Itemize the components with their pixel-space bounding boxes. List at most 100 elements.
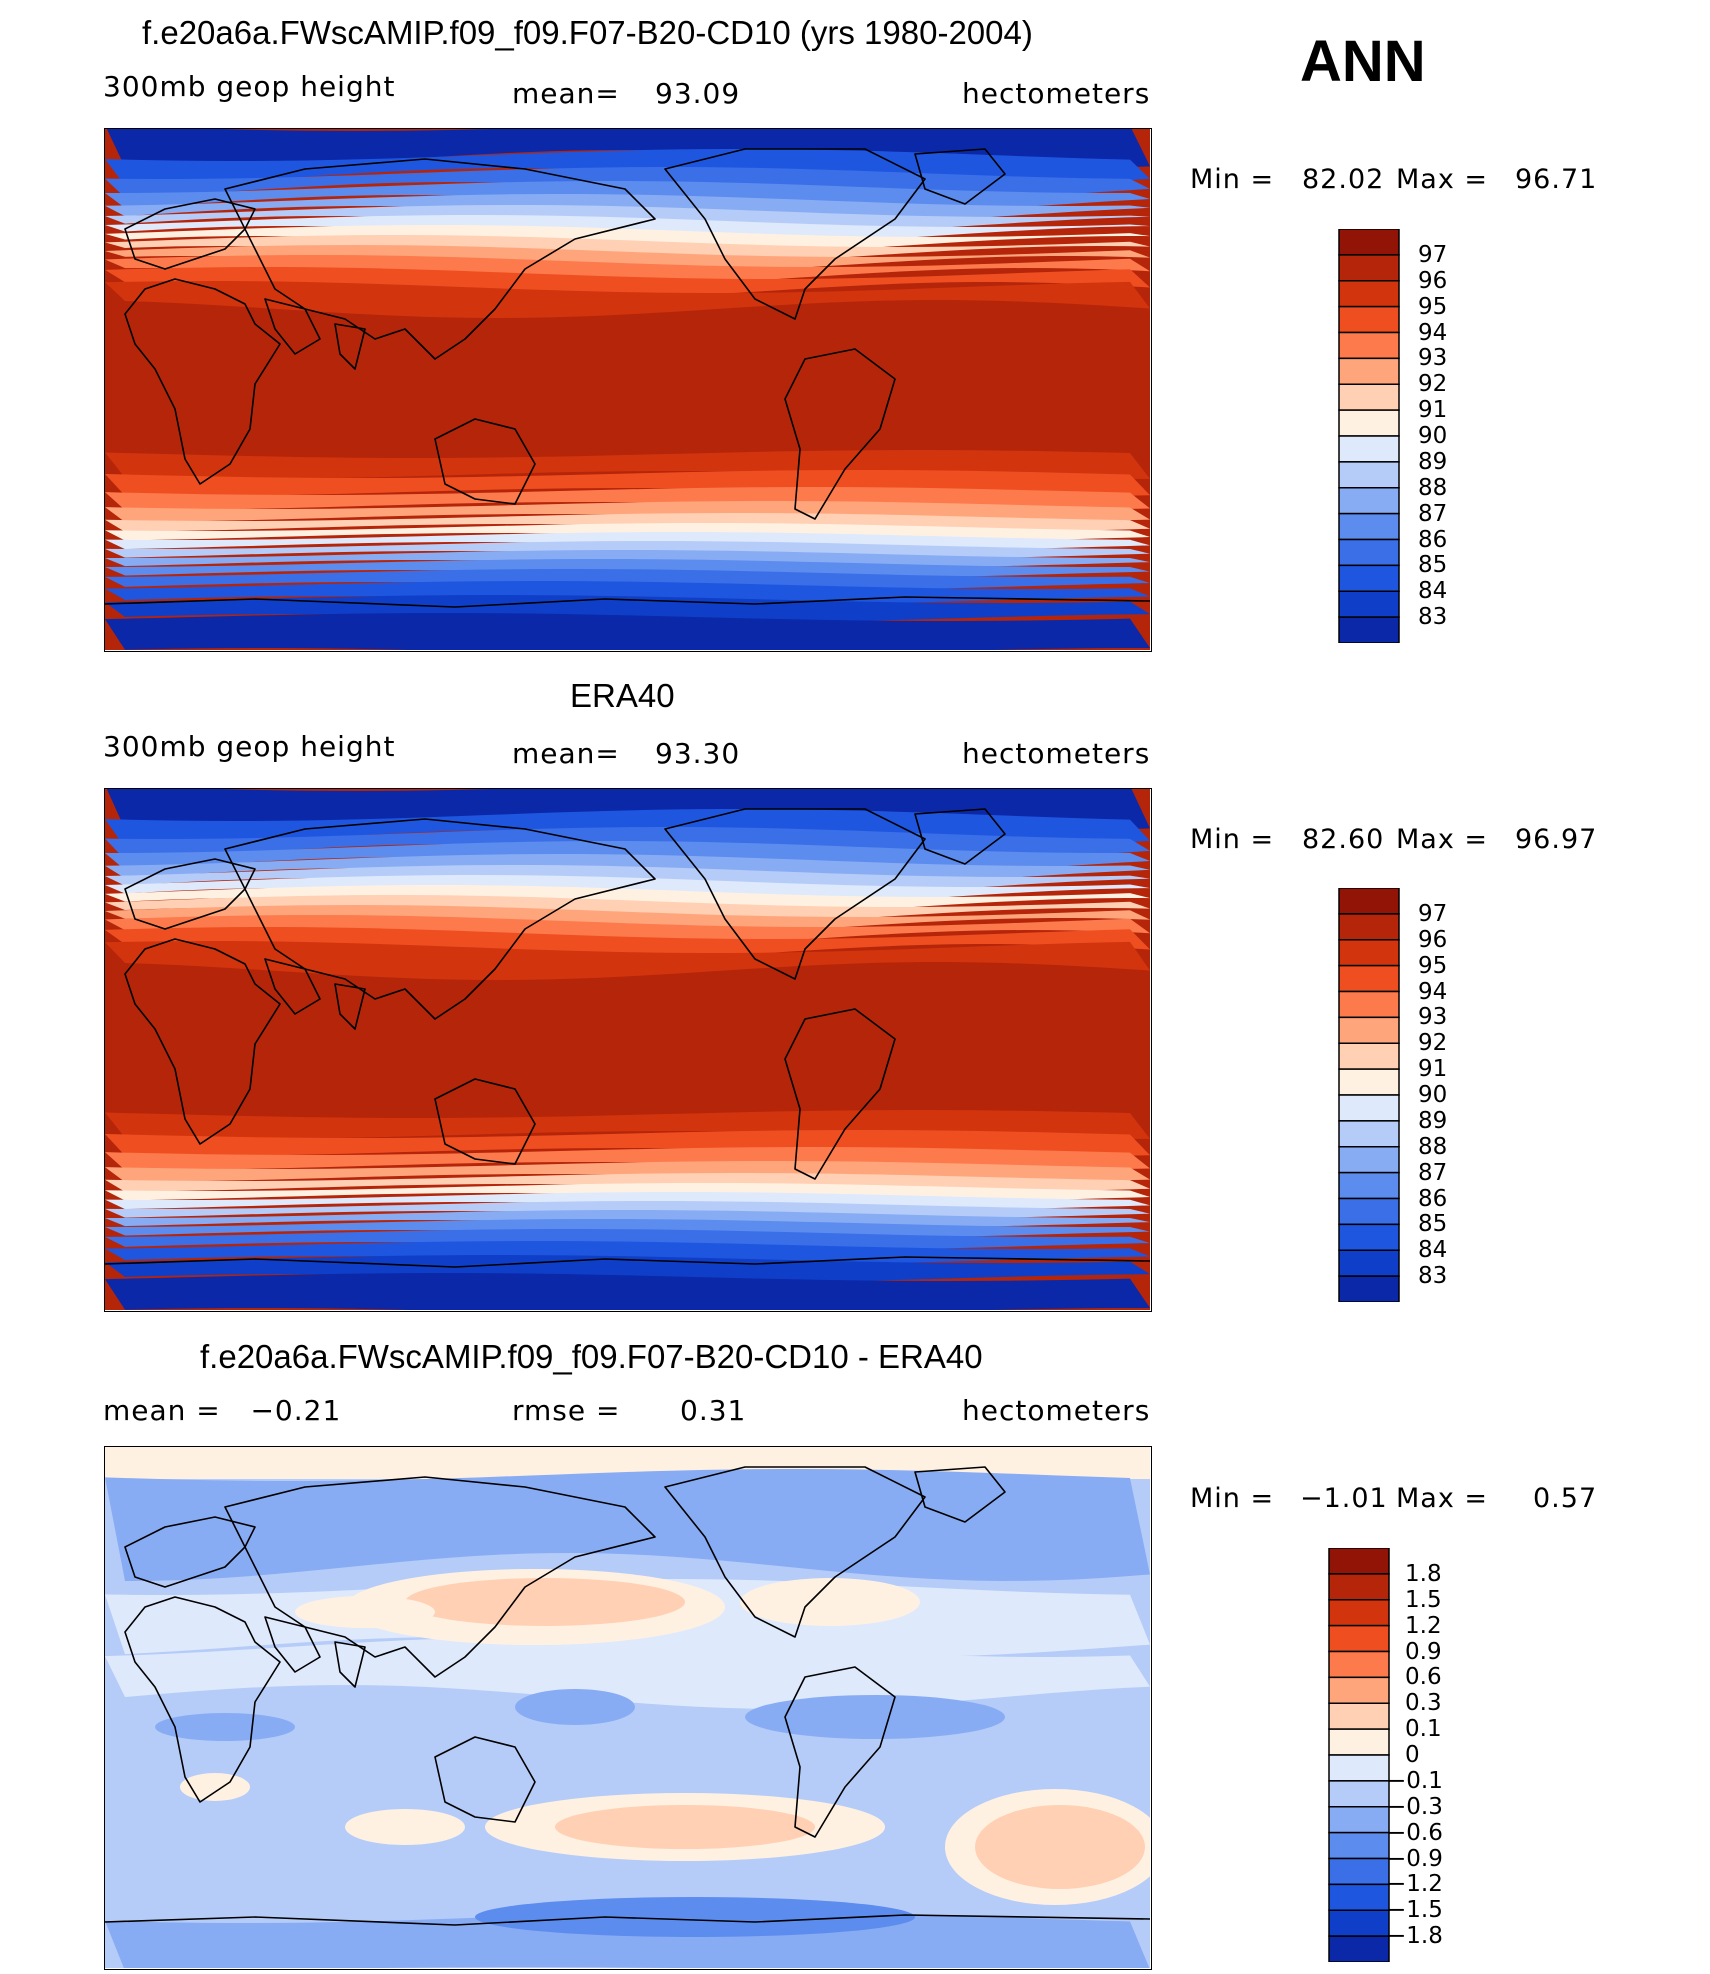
coastline <box>664 808 926 980</box>
colorbar-swatch <box>1338 254 1400 282</box>
colorbar-swatch <box>1338 1016 1400 1044</box>
contour-blob <box>555 1805 815 1849</box>
colorbar-swatch <box>1338 1171 1400 1200</box>
colorbar-tick-label: −0.1 <box>1387 1767 1443 1794</box>
panel1-map <box>104 128 1152 652</box>
colorbar-tick-label: 88 <box>1418 474 1448 501</box>
contour-blob <box>180 1773 250 1801</box>
colorbar-swatch <box>1338 435 1400 463</box>
colorbar-swatch <box>1338 331 1400 360</box>
colorbar-tick-label: 92 <box>1418 371 1448 398</box>
colorbar-swatch <box>1338 990 1400 1019</box>
panel1-title: f.e20a6a.FWscAMIP.f09_f09.F07-B20-CD10 (… <box>142 14 1033 51</box>
coastline <box>434 1736 536 1823</box>
contour-band <box>105 1469 1150 1581</box>
colorbar-swatch <box>1338 1042 1400 1070</box>
colorbar-swatch <box>1338 1120 1400 1148</box>
colorbar-swatch <box>1338 1146 1400 1174</box>
coastline <box>264 298 366 370</box>
panel1-max-label: Max = <box>1396 164 1489 195</box>
contour-blob <box>745 1695 1005 1739</box>
panel2-max-label: Max = <box>1396 824 1489 855</box>
contour-blob <box>405 1578 685 1626</box>
colorbar-swatch <box>1338 409 1400 437</box>
panel3-rmse-label: rmse = <box>512 1394 621 1427</box>
colorbar-tick-label: 94 <box>1418 978 1448 1005</box>
contour-blob <box>345 1809 465 1845</box>
coastline <box>105 1256 1150 1268</box>
coastline <box>664 1466 926 1638</box>
colorbar-tick-label: 90 <box>1418 423 1448 449</box>
colorbar-swatches <box>1328 1548 1390 1962</box>
colorbar-tick-label: 1.8 <box>1405 1560 1442 1587</box>
coastline <box>664 148 926 320</box>
colorbar-swatch <box>1328 1676 1390 1704</box>
coastline <box>914 148 1006 205</box>
coastline <box>124 278 281 485</box>
colorbar-swatch <box>1328 1857 1390 1886</box>
colorbar-swatch <box>1328 1548 1390 1575</box>
colorbar-tick-label: 96 <box>1418 267 1448 294</box>
colorbar-tick-label: 85 <box>1418 1211 1448 1238</box>
colorbar-tick-label: 86 <box>1418 526 1448 553</box>
colorbar-swatch <box>1338 1249 1400 1277</box>
colorbar-tick-label: 84 <box>1418 578 1448 605</box>
panel2-mean-value: 93.30 <box>655 737 741 770</box>
colorbar-swatch <box>1328 1573 1390 1601</box>
coastline <box>264 1616 366 1688</box>
colorbar-swatch <box>1328 1831 1390 1860</box>
colorbar-swatch <box>1338 964 1400 993</box>
panel1-mean-value: 93.09 <box>655 77 741 110</box>
panel2-colorbar <box>1338 888 1400 1302</box>
colorbar-tick-label: 94 <box>1418 319 1448 346</box>
coastline <box>434 1078 536 1165</box>
colorbar-swatch <box>1338 564 1400 592</box>
coastline <box>224 1476 656 1678</box>
colorbar-tick-label: 1.2 <box>1405 1612 1442 1639</box>
panel1-colorbar-labels: 97 96 95 94 93 92 91 90 89 88 87 86 85 84 83 <box>1418 229 1538 643</box>
colorbar-tick-label: 0.6 <box>1405 1664 1442 1691</box>
panel2-title: ERA40 <box>570 677 675 714</box>
panel3-mean: mean = −0.21 <box>103 1394 342 1427</box>
contour-blob <box>975 1805 1145 1889</box>
colorbar-tick-label: 87 <box>1418 1159 1448 1186</box>
panel1-variable: 300mb geop height <box>103 70 396 103</box>
colorbar-swatch <box>1338 461 1400 489</box>
panel2-contour-field <box>105 789 1150 1310</box>
contour-band <box>105 905 1150 936</box>
colorbar-tick-label: 91 <box>1418 1056 1448 1083</box>
coastline <box>914 808 1006 865</box>
colorbar-swatch <box>1338 616 1400 643</box>
coastlines <box>105 1466 1150 1926</box>
panel1-contour-field <box>105 129 1150 650</box>
coastline <box>784 348 896 520</box>
contour-band <box>105 255 1150 286</box>
colorbar-tick-label: 91 <box>1418 397 1448 424</box>
colorbar-swatch <box>1328 1806 1390 1834</box>
colorbar-swatch <box>1328 1650 1390 1679</box>
contour-band <box>105 1255 1150 1282</box>
colorbar-swatch <box>1338 512 1400 541</box>
colorbar-tick-label: 88 <box>1418 1133 1448 1160</box>
panel1-min-value: 82.02 <box>1302 164 1385 195</box>
colorbar-tick-label: 84 <box>1418 1237 1448 1264</box>
colorbar-tick-label: 83 <box>1418 604 1448 631</box>
colorbar-tick-label: 95 <box>1418 293 1448 320</box>
panel3-map <box>104 1446 1152 1970</box>
panel1-min-label: Min = <box>1190 164 1275 195</box>
panel3-max-value: 0.57 <box>1533 1483 1598 1514</box>
colorbar-swatch <box>1338 1223 1400 1251</box>
colorbar-tick-label: 97 <box>1418 900 1448 927</box>
colorbar-tick-label: 96 <box>1418 926 1448 953</box>
panel3-colorbar-labels: 1.8 1.5 1.2 0.9 0.6 0.3 0.1 0 −0.1 −0.3 −0.6 −0.9 −1… <box>1387 1548 1537 1962</box>
panel2-max-value: 96.97 <box>1515 824 1598 855</box>
coastline <box>105 1914 1150 1926</box>
colorbar-swatch <box>1338 229 1400 256</box>
colorbar-swatch <box>1338 1275 1400 1302</box>
coastline <box>784 1008 896 1180</box>
contour-band <box>105 245 1150 274</box>
colorbar-tick-label: 1.5 <box>1405 1586 1442 1613</box>
season-label: ANN <box>1300 29 1426 94</box>
panel2-min-value: 82.60 <box>1302 824 1385 855</box>
colorbar-swatch <box>1338 357 1400 385</box>
